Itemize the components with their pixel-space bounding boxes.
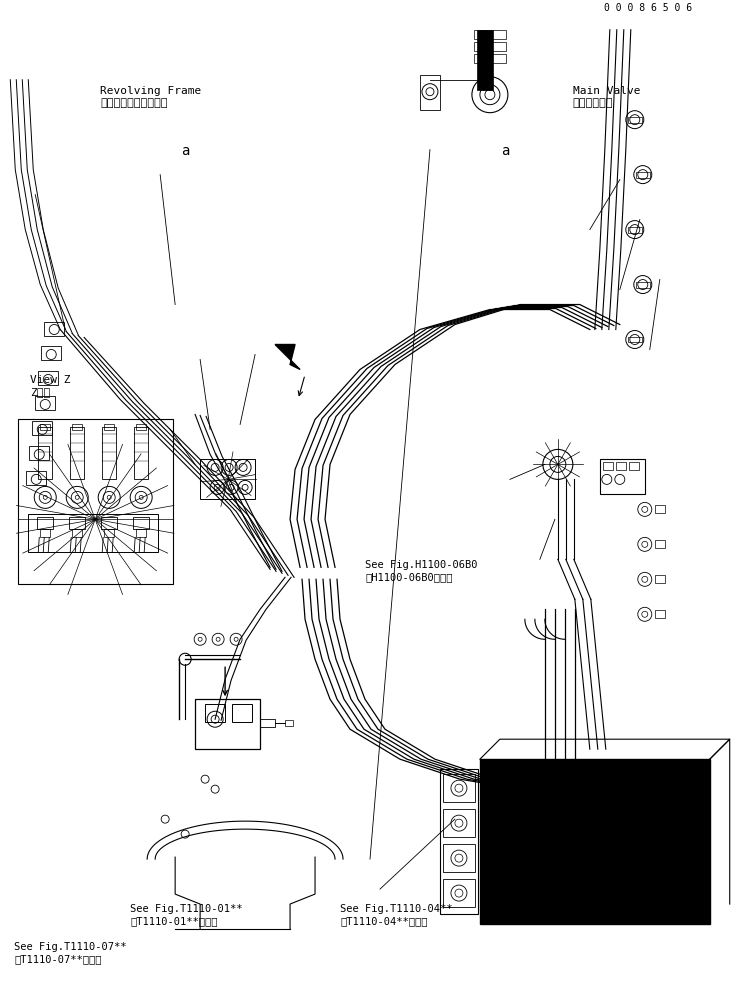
Text: a: a [181,143,189,157]
Bar [133,518,149,530]
Bar [474,55,506,64]
Text: See Fig.T1110-04**: See Fig.T1110-04** [340,904,453,913]
Bar [285,721,293,727]
Bar [586,781,598,791]
Bar [655,541,665,549]
Bar [136,425,146,431]
Bar [420,76,440,110]
Bar [41,347,61,361]
Bar [616,463,626,471]
Text: レボルビングフレーム: レボルビングフレーム [100,97,168,107]
Text: 第H1100-06B0図参照: 第H1100-06B0図参照 [365,572,453,581]
Bar [636,172,650,179]
Bar [102,428,116,480]
Bar [522,781,534,791]
Text: Revolving Frame: Revolving Frame [100,85,202,95]
Bar [603,463,613,471]
Bar [600,460,645,495]
Bar [489,31,493,90]
Bar [200,460,255,500]
Bar [105,425,114,431]
Bar [35,397,55,412]
Bar [28,515,158,553]
Text: Z　視: Z 視 [30,387,51,397]
Bar [490,781,502,791]
Text: メインバルブ: メインバルブ [573,97,613,107]
Bar [474,31,506,40]
Bar [618,781,630,791]
Bar [628,337,642,343]
Bar [628,228,642,234]
Bar [486,31,490,90]
Bar [38,428,52,480]
Bar [260,720,275,728]
Bar [32,422,52,436]
Bar [232,705,252,723]
Bar [650,781,662,791]
Text: a: a [500,143,509,157]
Text: 第T1110-01**図参照: 第T1110-01**図参照 [130,915,218,925]
Bar [480,759,710,924]
Bar [205,705,225,723]
Bar [474,43,506,52]
Text: See Fig.T1110-07**: See Fig.T1110-07** [14,941,127,951]
Text: 第T1110-07**図参照: 第T1110-07**図参照 [14,953,102,963]
Bar [134,428,148,480]
Bar [38,372,58,386]
Bar [440,769,478,914]
Text: Main Valve: Main Valve [573,85,640,95]
Bar [483,31,487,90]
Bar [18,420,173,584]
Bar [105,530,114,538]
Bar [443,809,475,837]
Bar [682,781,694,791]
Bar [72,530,82,538]
Bar [629,463,639,471]
Bar [69,518,85,530]
Bar [554,781,566,791]
Bar [26,472,46,486]
Bar [40,530,50,538]
Bar [29,447,49,461]
Bar [443,844,475,872]
Bar [195,700,260,749]
Bar [480,31,484,90]
Bar [38,518,53,530]
Bar [655,506,665,514]
Bar [40,425,50,431]
Text: See Fig.H1100-06B0: See Fig.H1100-06B0 [365,560,478,570]
Bar [636,282,650,288]
Text: See Fig.T1110-01**: See Fig.T1110-01** [130,904,243,913]
Text: 0 0 0 8 6 5 0 6: 0 0 0 8 6 5 0 6 [604,3,692,13]
Bar [655,576,665,583]
Bar [136,530,146,538]
Bar [443,774,475,802]
Bar [44,322,64,336]
Bar [628,117,642,123]
Bar [70,428,84,480]
Bar [102,518,117,530]
Bar [72,425,82,431]
Text: View Z: View Z [30,375,71,385]
Bar [655,610,665,618]
Bar [477,31,481,90]
Text: 第T1110-04**図参照: 第T1110-04**図参照 [340,915,428,925]
Bar [443,880,475,908]
Polygon shape [275,345,300,370]
